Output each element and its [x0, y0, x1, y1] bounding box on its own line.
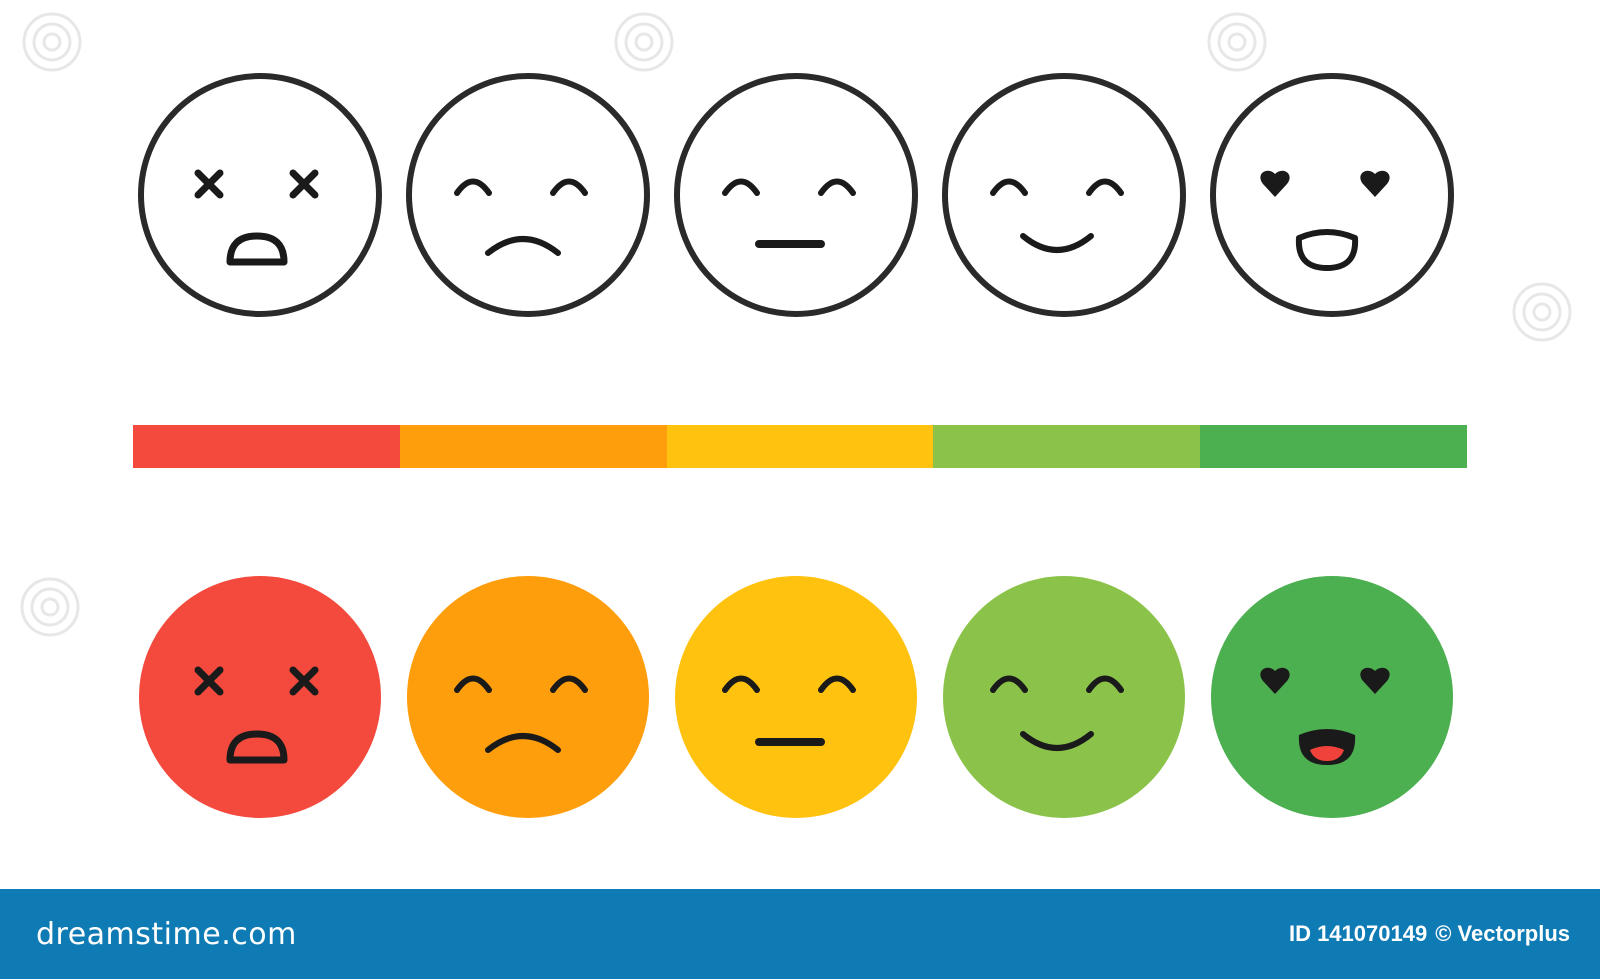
watermark-swirl-icon: [614, 12, 674, 72]
outline-dead-face-icon: [135, 70, 385, 320]
green-love-face-icon: [1207, 572, 1457, 822]
watermark-swirl-icon: [1512, 282, 1572, 342]
scale-segment-2: [399, 425, 667, 468]
rating-color-scale: [133, 425, 1467, 468]
stock-site-brand: dreamstime.com: [36, 916, 297, 952]
image-id-label: ID 141070149: [1288, 921, 1428, 946]
outline-love-face-icon: [1207, 70, 1457, 320]
stock-footer-bar: dreamstime.com ID 141070149 © Vectorplus: [0, 889, 1600, 979]
orange-sad-face-icon: [403, 572, 653, 822]
light-green-happy-face-icon: [939, 572, 1189, 822]
watermark-swirl-icon: [1207, 12, 1267, 72]
watermark-swirl-icon: [22, 12, 82, 72]
scale-segment-1: [133, 425, 400, 468]
watermark-swirl-icon: [20, 577, 80, 637]
red-dead-face-icon: [135, 572, 385, 822]
outline-happy-face-icon: [939, 70, 1189, 320]
scale-segment-4: [933, 425, 1201, 468]
outline-sad-face-icon: [403, 70, 653, 320]
image-credit: ID 141070149 © Vectorplus: [1289, 921, 1570, 947]
scale-segment-3: [666, 425, 934, 468]
scale-segment-5: [1200, 425, 1467, 468]
outline-neutral-face-icon: [671, 70, 921, 320]
author-credit: © Vectorplus: [1435, 921, 1570, 946]
yellow-neutral-face-icon: [671, 572, 921, 822]
